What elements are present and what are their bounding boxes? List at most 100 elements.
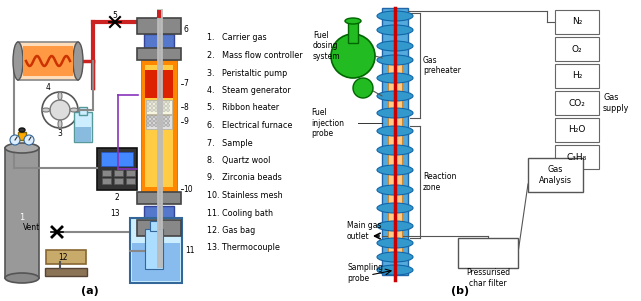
Ellipse shape — [377, 126, 413, 136]
Circle shape — [158, 123, 162, 126]
Circle shape — [163, 108, 165, 111]
Bar — [144, 206, 174, 220]
Circle shape — [167, 119, 169, 123]
Text: H₂O: H₂O — [569, 126, 586, 135]
Text: CO₂: CO₂ — [569, 98, 585, 107]
Bar — [23, 46, 73, 76]
Text: Gas
supply: Gas supply — [603, 93, 629, 113]
Bar — [46, 250, 86, 264]
Ellipse shape — [377, 41, 413, 51]
Text: Main gas
outlet: Main gas outlet — [347, 221, 381, 241]
Text: 12. Gas bag: 12. Gas bag — [207, 226, 255, 235]
Text: 5.   Ribbon heater: 5. Ribbon heater — [207, 104, 279, 113]
Bar — [18, 132, 26, 140]
Circle shape — [147, 108, 149, 111]
Bar — [137, 48, 181, 60]
Bar — [102, 170, 111, 176]
Circle shape — [353, 78, 373, 98]
Circle shape — [167, 101, 169, 104]
Text: Gas
Analysis: Gas Analysis — [539, 165, 572, 185]
Bar — [126, 170, 135, 176]
Ellipse shape — [58, 92, 62, 100]
Bar — [101, 152, 133, 166]
Text: 2: 2 — [115, 193, 119, 201]
Text: 11. Cooling bath: 11. Cooling bath — [207, 209, 273, 218]
Text: Fuel
dosing
system: Fuel dosing system — [313, 31, 340, 61]
Bar — [114, 178, 123, 184]
Bar — [382, 8, 408, 275]
Bar — [137, 18, 181, 34]
Circle shape — [167, 108, 169, 111]
Circle shape — [158, 108, 162, 111]
Circle shape — [151, 123, 153, 126]
Ellipse shape — [5, 273, 39, 283]
Ellipse shape — [5, 143, 39, 153]
Ellipse shape — [42, 108, 50, 112]
Text: Reaction
zone: Reaction zone — [423, 172, 456, 192]
Circle shape — [151, 116, 153, 119]
Bar — [132, 243, 180, 281]
Text: 9: 9 — [183, 117, 188, 126]
Text: 6: 6 — [183, 26, 188, 35]
Circle shape — [151, 104, 153, 107]
Bar — [102, 178, 111, 184]
Circle shape — [163, 119, 165, 123]
Circle shape — [147, 101, 149, 104]
Text: C₃H₈: C₃H₈ — [567, 153, 587, 162]
Bar — [5, 148, 39, 278]
Bar — [126, 178, 135, 184]
Bar — [388, 63, 402, 260]
Bar — [137, 220, 181, 236]
Text: 10. Stainless mesh: 10. Stainless mesh — [207, 191, 283, 200]
Bar — [555, 145, 599, 169]
Bar — [555, 64, 599, 88]
Ellipse shape — [345, 18, 361, 24]
Circle shape — [331, 34, 375, 78]
Bar — [146, 100, 172, 114]
Text: 7: 7 — [183, 79, 188, 88]
Ellipse shape — [377, 238, 413, 248]
Ellipse shape — [19, 128, 25, 132]
Bar — [146, 115, 172, 129]
Ellipse shape — [13, 42, 23, 80]
Bar — [145, 229, 163, 269]
Text: 10: 10 — [183, 185, 193, 194]
Text: 3: 3 — [58, 129, 62, 138]
Ellipse shape — [377, 185, 413, 195]
Text: H₂: H₂ — [572, 72, 582, 80]
Text: Vent: Vent — [22, 224, 40, 232]
Circle shape — [24, 135, 34, 145]
Text: 7.   Sample: 7. Sample — [207, 138, 253, 147]
Bar — [97, 148, 137, 190]
Ellipse shape — [377, 55, 413, 65]
Circle shape — [167, 104, 169, 107]
Circle shape — [163, 104, 165, 107]
Bar — [555, 118, 599, 142]
Circle shape — [154, 108, 158, 111]
Text: N₂: N₂ — [572, 17, 582, 26]
Text: 8: 8 — [183, 103, 188, 111]
Bar — [45, 268, 87, 276]
Bar — [137, 192, 181, 204]
Ellipse shape — [377, 221, 413, 231]
Text: 13: 13 — [110, 209, 120, 219]
Text: 4: 4 — [46, 82, 51, 92]
Bar — [555, 91, 599, 115]
Bar — [79, 107, 87, 115]
Ellipse shape — [70, 108, 78, 112]
Bar — [18, 42, 78, 80]
Text: 2.   Mass flow controller: 2. Mass flow controller — [207, 51, 303, 60]
Text: 3.   Peristaltic pump: 3. Peristaltic pump — [207, 69, 287, 77]
Text: (b): (b) — [451, 286, 469, 296]
Bar — [458, 238, 518, 268]
Bar — [150, 221, 158, 231]
Bar — [157, 10, 161, 18]
Text: 11: 11 — [185, 246, 194, 255]
Ellipse shape — [377, 165, 413, 175]
Bar — [130, 218, 182, 283]
Circle shape — [163, 101, 165, 104]
Circle shape — [158, 104, 162, 107]
Circle shape — [154, 116, 158, 119]
Text: 6.   Electrical furnace: 6. Electrical furnace — [207, 121, 292, 130]
Circle shape — [167, 123, 169, 126]
